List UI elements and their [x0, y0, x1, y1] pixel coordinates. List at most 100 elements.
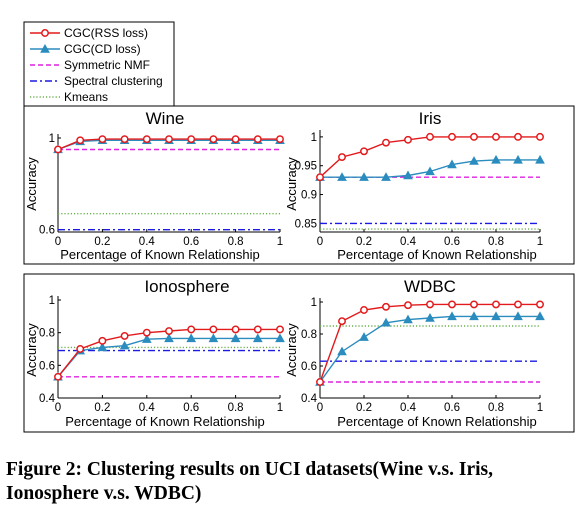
x-tick-label: 0.8: [228, 236, 244, 248]
y-tick-label: 0.4: [39, 393, 56, 405]
legend-label-2: Symmetric NMF: [64, 58, 150, 72]
y-tick-label: 1: [311, 297, 317, 309]
y-tick-label: 1: [311, 132, 317, 144]
data-point: [231, 135, 240, 144]
y-tick-label: 0.9: [301, 190, 317, 202]
data-point: [382, 302, 390, 311]
x-tick-label: 0.8: [488, 402, 504, 414]
series-cgc-rss-loss-: [316, 132, 544, 182]
data-point: [209, 325, 218, 334]
data-point: [316, 173, 324, 182]
data-point: [426, 132, 434, 141]
data-point: [360, 306, 368, 314]
bottom-row-frame: [23, 273, 575, 433]
series-cgc-rss-loss-: [54, 135, 284, 154]
x-tick-label: 0.8: [488, 236, 504, 248]
top-row-frame: [23, 105, 575, 265]
data-point: [469, 311, 479, 321]
data-point: [276, 325, 284, 334]
y-tick-label: 1: [49, 133, 55, 145]
data-point: [165, 135, 173, 144]
data-point: [470, 132, 478, 141]
x-tick-label: 0: [55, 236, 61, 248]
x-tick-label: 0.6: [444, 402, 460, 414]
data-point: [535, 154, 545, 164]
data-point: [252, 333, 263, 343]
data-point: [448, 300, 456, 309]
x-tick-label: 0.2: [356, 402, 372, 414]
x-tick-label: 0.4: [139, 402, 156, 414]
x-tick-label: 1: [537, 402, 543, 414]
panel-iris: 0 0.2 0.4 0.6 0.8 1 0.85 0.9 0.95 1 Iris Percentage…: [284, 109, 545, 262]
data-point: [470, 300, 478, 309]
legend-label-4: Kmeans: [64, 90, 108, 104]
data-point: [359, 172, 369, 181]
legend-marker-1: [40, 43, 50, 53]
panel-title: Iris: [419, 109, 442, 128]
data-point: [338, 317, 346, 326]
x-tick-label: 0.2: [94, 236, 110, 248]
y-axis-label: Accuracy: [284, 157, 299, 211]
data-point: [276, 135, 284, 144]
y-tick-label: 0.8: [39, 328, 55, 340]
data-point: [165, 327, 173, 335]
figure-canvas: CGC(RSS loss) CGC(CD loss) Symmetric NMF Sp…: [23, 21, 575, 433]
x-tick-label: 0.6: [183, 402, 199, 414]
data-point: [187, 135, 196, 144]
x-tick-label: 0.8: [228, 402, 244, 414]
legend-marker-0: [41, 29, 49, 37]
panel-title: Wine: [146, 109, 185, 128]
x-tick-label: 0.4: [400, 402, 417, 414]
data-point: [120, 135, 129, 144]
data-point: [404, 301, 412, 310]
y-tick-label: 0.95: [295, 161, 317, 173]
y-axis-label: Accuracy: [24, 157, 39, 211]
y-tick-label: 1: [49, 295, 55, 307]
data-point: [142, 328, 151, 337]
x-axis-label: Percentage of Known Relationship: [337, 414, 536, 429]
data-point: [514, 300, 522, 309]
data-point: [98, 135, 107, 144]
x-axis-label: Percentage of Known Relationship: [337, 247, 536, 262]
legend-label-0: CGC(RSS loss): [64, 26, 148, 40]
x-axis-label: Percentage of Known Relationship: [65, 414, 264, 429]
legend-label-1: CGC(CD loss): [64, 42, 141, 56]
data-point: [403, 314, 413, 324]
data-point: [230, 333, 241, 343]
data-point: [187, 325, 196, 334]
data-point: [119, 340, 130, 350]
y-tick-label: 0.6: [39, 225, 55, 237]
data-point: [141, 334, 152, 343]
data-point: [513, 154, 523, 164]
data-point: [76, 345, 85, 353]
data-point: [381, 317, 391, 327]
data-point: [186, 333, 197, 343]
x-tick-label: 0: [317, 236, 323, 248]
data-point: [514, 132, 522, 141]
x-tick-label: 1: [277, 236, 283, 248]
legend-box: [23, 21, 175, 107]
data-point: [359, 332, 369, 341]
series-cgc-cd-loss-: [315, 154, 545, 181]
legend-label-3: Spectral clustering: [64, 74, 163, 88]
data-point: [469, 156, 479, 165]
data-point: [54, 145, 62, 154]
data-point: [338, 153, 346, 162]
panel-title: Ionosphere: [144, 277, 229, 296]
data-point: [253, 135, 262, 144]
data-point: [425, 166, 435, 176]
x-tick-label: 0.2: [356, 236, 372, 248]
series-cgc-rss-loss-: [54, 325, 284, 381]
panel-ionosphere: 0 0.2 0.4 0.6 0.8 1 0.4 0.6 0.8 1 Ionosphere Percen…: [24, 277, 285, 429]
x-tick-label: 0.6: [183, 236, 199, 248]
data-point: [513, 311, 523, 321]
figure-caption: Figure 2: Clustering results on UCI data…: [6, 459, 493, 504]
data-point: [209, 135, 218, 144]
x-tick-label: 0.4: [400, 236, 417, 248]
data-point: [360, 147, 368, 156]
data-point: [447, 311, 457, 321]
data-point: [404, 135, 412, 144]
x-axis-label: Percentage of Known Relationship: [60, 247, 259, 262]
data-point: [491, 154, 501, 164]
y-tick-label: 0.4: [301, 393, 318, 405]
